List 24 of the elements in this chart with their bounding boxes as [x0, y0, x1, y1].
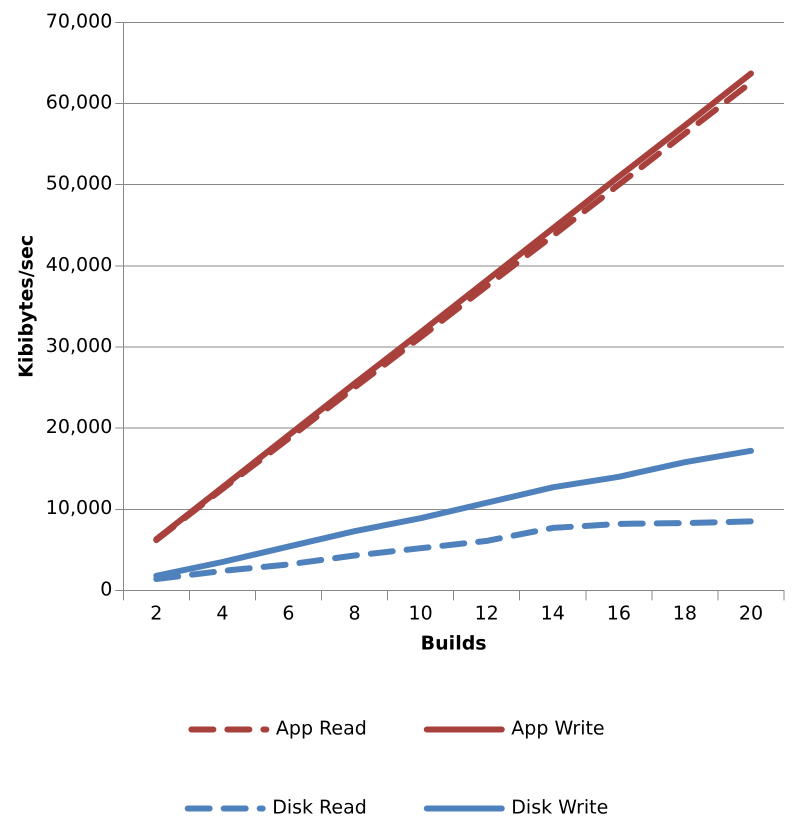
y-tick-label: 20,000 — [46, 416, 112, 438]
x-tick-label: 8 — [348, 602, 361, 625]
x-tick-label: 18 — [672, 602, 697, 625]
legend-label: Disk Write — [511, 796, 608, 818]
y-tick-label: 50,000 — [46, 172, 112, 195]
x-axis-title: Builds — [420, 632, 487, 655]
x-tick-label: 10 — [408, 602, 433, 625]
x-tick-label: 4 — [216, 602, 228, 625]
legend-label: App Read — [276, 717, 367, 740]
x-tick-label: 6 — [282, 602, 295, 625]
x-tick-label: 16 — [606, 602, 631, 625]
y-tick-label: 40,000 — [46, 254, 112, 276]
legend-label: Disk Read — [272, 796, 367, 818]
y-tick-label: 30,000 — [46, 334, 112, 357]
y-tick-label: 0 — [100, 578, 112, 600]
x-tick-label: 2 — [150, 602, 162, 625]
y-tick-label: 10,000 — [46, 497, 112, 520]
legend-label: App Write — [511, 717, 605, 740]
x-tick-label: 20 — [738, 602, 764, 625]
y-tick-label: 70,000 — [46, 10, 112, 32]
x-tick-label: 12 — [474, 602, 499, 625]
y-axis-title: Kibibytes/sec — [15, 234, 38, 378]
y-tick-label: 60,000 — [46, 91, 112, 114]
x-tick-label: 14 — [540, 602, 565, 625]
